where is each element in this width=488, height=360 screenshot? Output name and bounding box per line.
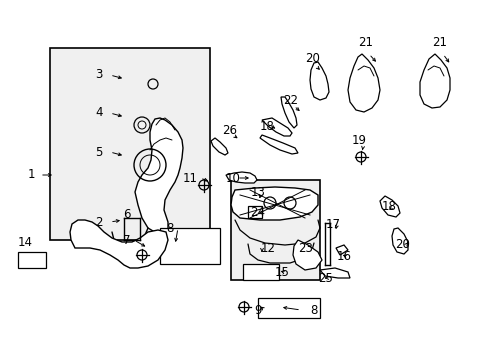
Text: 22: 22 [283,94,297,107]
Text: 11: 11 [183,171,198,184]
Polygon shape [230,187,317,220]
Bar [247,206,262,218]
Polygon shape [379,196,399,217]
Text: 18: 18 [260,120,274,132]
Polygon shape [260,135,297,154]
Polygon shape [70,220,168,268]
Text: 19: 19 [351,135,366,148]
Text: 17: 17 [325,219,340,231]
Polygon shape [225,172,257,183]
Text: 12: 12 [261,242,275,255]
Text: 5: 5 [95,145,102,158]
Text: 24: 24 [249,207,264,220]
Polygon shape [210,138,227,155]
Text: 14: 14 [18,235,33,248]
Text: 13: 13 [250,186,265,199]
Text: 10: 10 [225,171,241,184]
Bar [230,180,319,280]
Text: 7: 7 [123,234,130,247]
Bar [50,48,209,240]
Text: 16: 16 [336,251,351,264]
Text: 18: 18 [381,201,396,213]
Text: 25: 25 [317,271,332,284]
Text: 23: 23 [297,242,312,255]
Polygon shape [419,54,449,108]
Text: 2: 2 [95,216,102,229]
Bar [160,228,220,264]
Text: 20: 20 [394,238,409,252]
Text: 15: 15 [274,266,289,279]
Text: 8: 8 [165,221,173,234]
Polygon shape [281,97,296,128]
Text: 8: 8 [309,303,317,316]
Bar [243,264,279,280]
Text: 20: 20 [305,51,319,64]
Polygon shape [391,228,407,254]
Polygon shape [292,240,321,270]
Text: 1: 1 [28,168,36,181]
Text: 21: 21 [357,36,372,49]
Polygon shape [262,118,291,136]
Bar [18,252,46,268]
Polygon shape [335,245,347,255]
Text: 21: 21 [431,36,446,49]
Bar [258,298,319,318]
Polygon shape [319,268,349,278]
Text: 3: 3 [95,68,102,81]
Text: 9: 9 [253,303,261,316]
Text: 26: 26 [222,123,237,136]
Text: 6: 6 [123,207,130,220]
Text: 4: 4 [95,107,102,120]
Polygon shape [347,54,379,112]
Polygon shape [309,62,328,100]
Polygon shape [135,118,183,236]
